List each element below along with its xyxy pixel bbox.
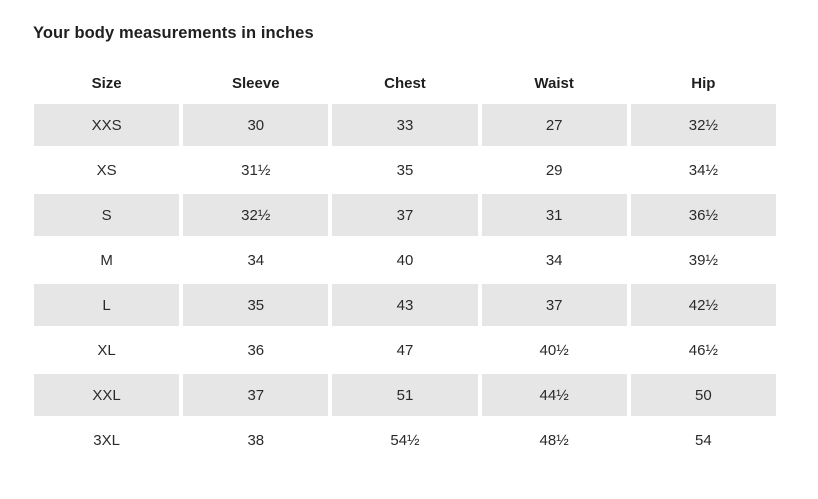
column-header-chest: Chest — [384, 75, 426, 92]
size-cell: XL — [97, 341, 116, 359]
table-row-xs: XS 31½ 35 29 34½ — [34, 149, 776, 191]
measurement-cell: 37 — [183, 374, 329, 416]
measurement-cell: 34 — [545, 251, 563, 269]
size-cell: 3XL — [93, 431, 120, 449]
measurement-cell: 42½ — [630, 284, 776, 326]
measurement-cell: 35 — [183, 284, 329, 326]
measurement-cell: 51 — [332, 374, 478, 416]
table-row-l: L 35 43 37 42½ — [34, 284, 776, 326]
table-row-xxl: XXL 37 51 44½ 50 — [34, 374, 776, 416]
measurement-cell: 32½ — [630, 104, 776, 146]
measurement-cell: 37 — [332, 194, 478, 236]
measurement-cell: 34½ — [688, 161, 718, 179]
measurement-cell: 50 — [630, 374, 776, 416]
measurement-cell: 30 — [183, 104, 329, 146]
measurement-cell: 54½ — [390, 431, 420, 449]
measurement-cell: 39½ — [688, 251, 718, 269]
measurement-cell: 40½ — [539, 341, 569, 359]
measurement-cell: 36 — [247, 341, 265, 359]
column-header-sleeve: Sleeve — [232, 75, 280, 92]
page-title: Your body measurements in inches — [33, 24, 314, 42]
measurement-cell: 29 — [545, 161, 563, 179]
measurement-cell: 46½ — [688, 341, 718, 359]
size-chart-header: Size Sleeve Chest Waist Hip — [34, 66, 776, 101]
measurement-cell: 37 — [481, 284, 627, 326]
size-chart-body: XXS 30 33 27 32½ XS 31½ 35 29 34½ S 32½ 37 31 36½ M 34 40… — [34, 104, 776, 461]
column-header-size: Size — [91, 75, 122, 92]
table-row-m: M 34 40 34 39½ — [34, 239, 776, 281]
table-row-s: S 32½ 37 31 36½ — [34, 194, 776, 236]
header-row: Size Sleeve Chest Waist Hip — [34, 66, 776, 101]
measurement-cell: 31½ — [241, 161, 271, 179]
measurement-cell: 32½ — [183, 194, 329, 236]
column-header-waist: Waist — [534, 75, 574, 92]
measurement-cell: 54 — [695, 431, 712, 449]
size-cell: L — [34, 284, 180, 326]
measurement-cell: 40 — [396, 251, 414, 269]
size-cell: XS — [96, 161, 117, 179]
measurement-cell: 43 — [332, 284, 478, 326]
measurement-cell: 34 — [247, 251, 265, 269]
measurement-cell: 44½ — [481, 374, 627, 416]
measurement-cell: 27 — [481, 104, 627, 146]
table-row-xxs: XXS 30 33 27 32½ — [34, 104, 776, 146]
table-row-3xl: 3XL 38 54½ 48½ 54 — [34, 419, 776, 461]
measurement-cell: 47 — [396, 341, 414, 359]
column-header-hip: Hip — [691, 75, 716, 92]
measurement-cell: 31 — [481, 194, 627, 236]
size-cell: XXS — [34, 104, 180, 146]
size-cell: M — [100, 251, 113, 269]
measurement-cell: 38 — [247, 431, 265, 449]
measurement-cell: 48½ — [539, 431, 569, 449]
size-cell: XXL — [34, 374, 180, 416]
measurement-cell: 35 — [396, 161, 414, 179]
size-chart-table: Size Sleeve Chest Waist Hip XXS 30 33 27 32½ XS 31… — [30, 63, 780, 464]
size-cell: S — [34, 194, 180, 236]
measurement-cell: 33 — [332, 104, 478, 146]
measurement-cell: 36½ — [630, 194, 776, 236]
table-row-xl: XL 36 47 40½ 46½ — [34, 329, 776, 371]
